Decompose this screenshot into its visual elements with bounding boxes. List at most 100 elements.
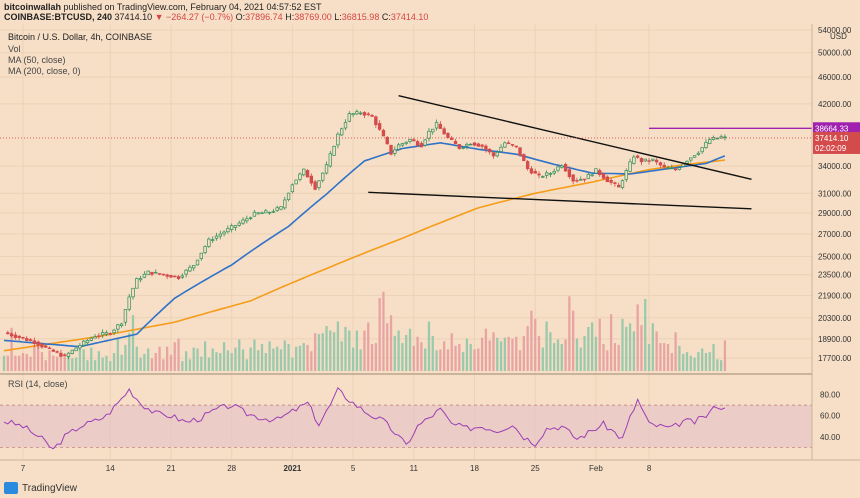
countdown-label: 02:02:09 xyxy=(815,144,847,153)
candle xyxy=(586,172,591,179)
legend-ma200[interactable]: MA (200, close, 0) xyxy=(8,66,81,76)
candle xyxy=(70,349,74,355)
candle-body xyxy=(529,168,534,174)
candle xyxy=(214,232,219,241)
candle-body xyxy=(55,351,59,353)
volume-bar xyxy=(378,298,381,371)
tradingview-brand[interactable]: TradingView xyxy=(4,482,77,494)
volume-bar xyxy=(424,348,427,371)
volume-bar xyxy=(511,338,514,371)
volume-bar xyxy=(268,341,271,371)
candle-body xyxy=(36,341,40,346)
volume-bar xyxy=(553,343,556,371)
candle-body xyxy=(461,147,465,149)
rsi-pane xyxy=(0,386,812,450)
candle-body xyxy=(104,332,109,335)
close-label: C: xyxy=(381,12,391,22)
price-chart[interactable]: 54000.00 50000.00 46000.00 42000.00 34000.00… xyxy=(0,24,860,478)
candle xyxy=(689,157,693,163)
volume-bar xyxy=(507,336,510,371)
volume-bar xyxy=(276,346,279,371)
trendline-upper xyxy=(398,94,752,181)
candle-body xyxy=(32,340,37,344)
volume-bar xyxy=(128,333,131,371)
candle xyxy=(290,183,295,194)
volume-bar xyxy=(188,359,192,371)
volume-bar xyxy=(215,352,218,371)
pane-separator[interactable] xyxy=(0,373,812,375)
candle xyxy=(135,277,139,289)
candle xyxy=(677,166,682,171)
y-tick-label: 25000.00 xyxy=(818,253,852,262)
candle xyxy=(673,167,678,172)
volume-bar xyxy=(606,350,609,371)
volume-bar xyxy=(147,348,150,371)
volume-bar xyxy=(545,321,548,371)
time-axis[interactable] xyxy=(0,460,860,478)
candle-body xyxy=(613,182,617,184)
price-axis[interactable] xyxy=(812,24,860,460)
candle xyxy=(654,158,659,165)
candle-body xyxy=(256,212,260,215)
candle xyxy=(404,141,408,146)
volume-bar xyxy=(310,351,313,371)
candle xyxy=(184,268,188,278)
volume-bar xyxy=(370,344,374,371)
legend-rsi[interactable]: RSI (14, close) xyxy=(8,379,68,389)
tradingview-logo-icon xyxy=(4,482,18,494)
candle xyxy=(632,154,636,165)
candle-body xyxy=(594,168,598,174)
candle-body xyxy=(173,275,177,278)
candle-body xyxy=(127,296,131,310)
candle-body xyxy=(689,157,693,161)
candle-body xyxy=(491,152,496,157)
candle-body xyxy=(188,266,192,272)
volume-bar xyxy=(348,330,351,371)
open-value: 37896.74 xyxy=(245,12,283,22)
candle-body xyxy=(241,219,245,224)
volume-bar xyxy=(120,354,123,371)
volume-bar xyxy=(131,315,135,371)
candle xyxy=(211,236,215,243)
candle xyxy=(704,139,708,150)
candle xyxy=(427,127,431,142)
volume-bar xyxy=(162,359,165,371)
candle xyxy=(393,146,397,157)
candle-body xyxy=(389,144,393,155)
candle-body xyxy=(135,278,139,289)
candle xyxy=(419,141,424,148)
candle-body xyxy=(533,170,537,174)
time-axis-labels: 7 14 21 28 2021 5 11 18 25 Feb 8 xyxy=(21,464,652,473)
publisher-name[interactable]: bitcoinwallah xyxy=(4,2,62,12)
candle-body xyxy=(252,211,257,217)
candle-body xyxy=(286,192,291,201)
candle xyxy=(332,145,336,156)
resistance-price-label: 38664.33 xyxy=(815,124,849,133)
candle-body xyxy=(374,116,378,126)
volume-bar xyxy=(101,357,104,371)
candle-body xyxy=(218,233,222,237)
candle xyxy=(199,252,203,261)
candle-body xyxy=(222,231,226,235)
trendlines[interactable] xyxy=(368,94,816,210)
candle-body xyxy=(116,324,120,330)
candle-body xyxy=(560,165,564,168)
candle xyxy=(412,137,416,142)
legend-ma50[interactable]: MA (50, close) xyxy=(8,55,66,65)
candle-body xyxy=(6,332,10,335)
legend-vol[interactable]: Vol xyxy=(8,44,21,54)
ma200-line xyxy=(3,159,725,352)
candle xyxy=(25,336,29,342)
candle xyxy=(598,168,602,177)
high-value: 38769.00 xyxy=(294,12,332,22)
candle xyxy=(461,146,465,150)
candle xyxy=(146,270,150,276)
candle xyxy=(336,132,340,149)
candle xyxy=(579,176,583,181)
candle xyxy=(431,128,435,135)
candle xyxy=(97,333,101,339)
volume-bar xyxy=(344,326,347,371)
volume-bar xyxy=(693,357,696,371)
symbol-label[interactable]: COINBASE:BTCUSD, 240 xyxy=(4,12,113,22)
volume-bar xyxy=(37,344,40,371)
